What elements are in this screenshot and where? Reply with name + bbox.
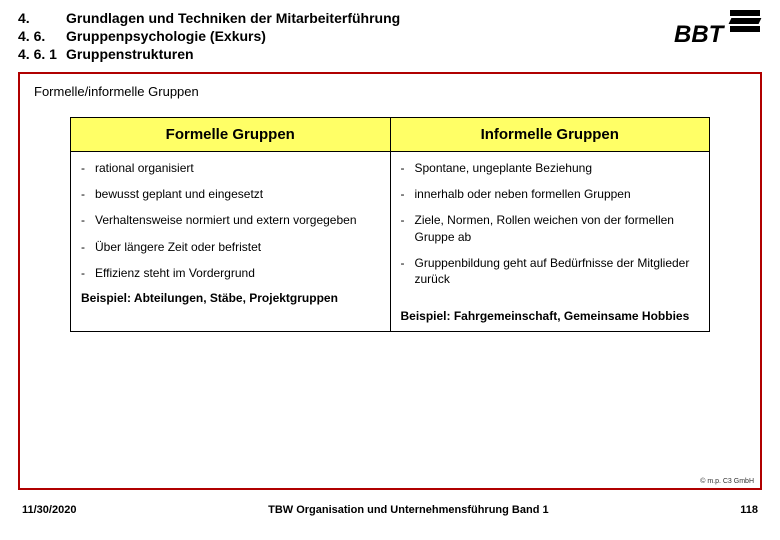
content-frame: Formelle/informelle Gruppen Formelle Gru…	[18, 72, 762, 490]
crumb-num-3: 4. 6. 1	[18, 46, 66, 62]
crumb-num-2: 4. 6.	[18, 28, 66, 44]
col2-example: Beispiel: Fahrgemeinschaft, Gemeinsame H…	[401, 309, 700, 323]
breadcrumb: 4. Grundlagen und Techniken der Mitarbei…	[18, 10, 400, 62]
copyright: © m.p. C3 GmbH	[700, 478, 754, 485]
crumb-label-2: Gruppenpsychologie (Exkurs)	[66, 28, 400, 44]
footer-date: 11/30/2020	[22, 504, 76, 516]
footer: 11/30/2020 TBW Organisation und Unterneh…	[18, 490, 762, 516]
col1-body: rational organisiert bewusst geplant und…	[71, 152, 391, 332]
list-item: Verhaltensweise normiert und extern vorg…	[81, 212, 380, 228]
col2-header: Informelle Gruppen	[390, 118, 710, 152]
logo-text: BBT	[674, 21, 726, 48]
header: 4. Grundlagen und Techniken der Mitarbei…	[18, 10, 762, 68]
list-item: Über längere Zeit oder befristet	[81, 239, 380, 255]
list-item: bewusst geplant und eingesetzt	[81, 186, 380, 202]
col1-example: Beispiel: Abteilungen, Stäbe, Projektgru…	[81, 291, 380, 305]
list-item: innerhalb oder neben formellen Gruppen	[401, 186, 700, 202]
crumb-label-1: Grundlagen und Techniken der Mitarbeiter…	[66, 10, 400, 26]
bbt-logo: BBT	[674, 10, 762, 48]
comparison-table: Formelle Gruppen Informelle Gruppen rati…	[70, 117, 710, 332]
col1-header: Formelle Gruppen	[71, 118, 391, 152]
crumb-label-3: Gruppenstrukturen	[66, 46, 400, 62]
list-item: Ziele, Normen, Rollen weichen von der fo…	[401, 212, 700, 244]
list-item: Effizienz steht im Vordergrund	[81, 265, 380, 281]
list-item: rational organisiert	[81, 160, 380, 176]
crumb-num-1: 4.	[18, 10, 66, 26]
list-item: Gruppenbildung geht auf Bedürfnisse der …	[401, 255, 700, 287]
col2-body: Spontane, ungeplante Beziehung innerhalb…	[390, 152, 710, 332]
section-title: Formelle/informelle Gruppen	[34, 84, 746, 99]
footer-page: 118	[740, 504, 758, 516]
list-item: Spontane, ungeplante Beziehung	[401, 160, 700, 176]
footer-title: TBW Organisation und Unternehmensführung…	[268, 504, 549, 516]
